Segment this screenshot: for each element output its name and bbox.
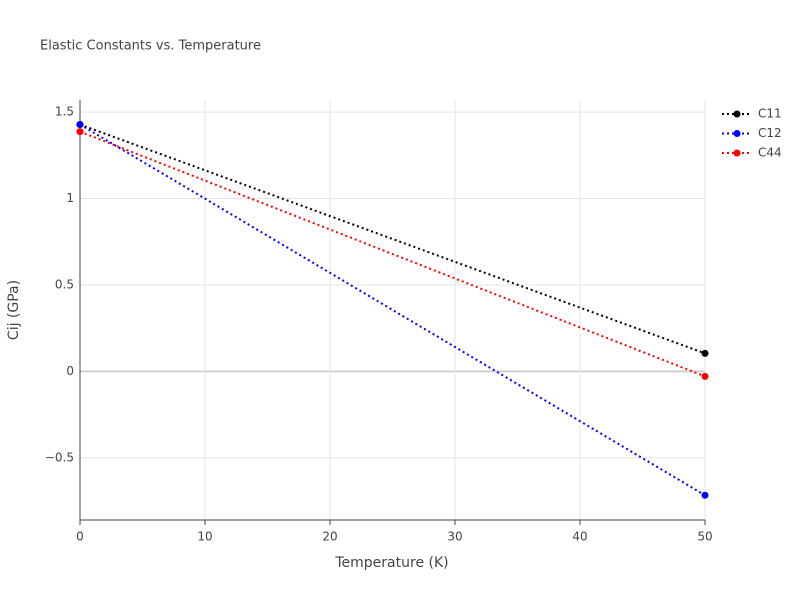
series-line xyxy=(79,130,706,378)
legend-label: C11 xyxy=(758,107,782,121)
legend-marker xyxy=(733,149,741,157)
y-tick-label: 0.5 xyxy=(55,277,74,291)
point xyxy=(76,128,84,136)
legend-label: C44 xyxy=(758,146,782,160)
y-tick-label: 0 xyxy=(66,364,74,378)
y-tick-label: −0.5 xyxy=(45,450,74,464)
x-tick-label: 20 xyxy=(322,530,337,544)
x-tick-label: 30 xyxy=(447,530,462,544)
point xyxy=(701,349,709,357)
x-tick-label: 0 xyxy=(76,530,84,544)
x-tick-label: 10 xyxy=(197,530,212,544)
y-tick-label: 1.5 xyxy=(55,105,74,119)
point xyxy=(76,121,84,129)
y-tick-label: 1 xyxy=(66,191,74,205)
x-axis-title: Temperature (K) xyxy=(334,555,448,571)
x-tick-label: 40 xyxy=(572,530,587,544)
legend-marker xyxy=(733,110,741,118)
point xyxy=(701,491,709,499)
x-tick-label: 50 xyxy=(697,530,712,544)
series-line xyxy=(79,123,706,355)
legend-label: C12 xyxy=(758,126,782,140)
y-axis-title: Cij (GPa) xyxy=(6,280,22,340)
series-line xyxy=(79,123,706,497)
chart-title: Elastic Constants vs. Temperature xyxy=(40,39,261,54)
point xyxy=(701,372,709,380)
legend-marker xyxy=(733,130,741,137)
